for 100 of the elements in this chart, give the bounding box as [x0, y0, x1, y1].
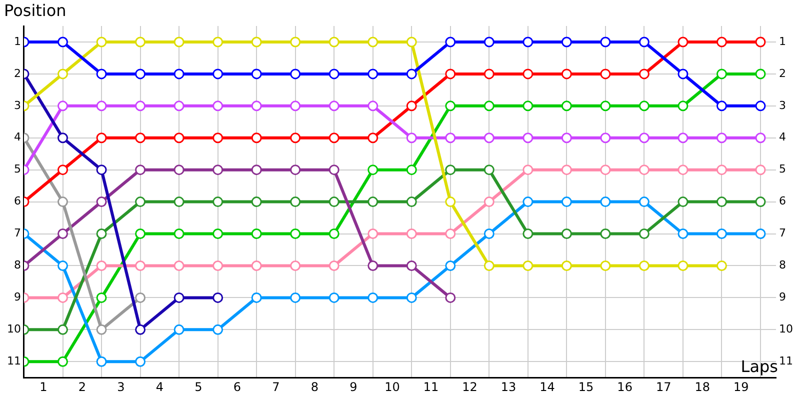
point [406, 228, 417, 240]
point [58, 196, 68, 208]
point [328, 164, 340, 176]
point [484, 164, 494, 176]
point [174, 36, 184, 48]
y-tick-label: 3 [14, 98, 21, 112]
point [174, 196, 184, 208]
point [135, 228, 146, 240]
point [716, 228, 727, 240]
point [561, 260, 572, 271]
y-tick-label: 9 [14, 290, 21, 304]
point [522, 196, 534, 208]
point [251, 132, 262, 144]
point [96, 68, 107, 80]
point [251, 68, 262, 80]
x-tick-label: 9 [350, 380, 358, 394]
point [678, 100, 688, 112]
point [678, 228, 688, 240]
y-tick-label: 1 [14, 34, 21, 48]
point [600, 132, 611, 144]
point [600, 100, 611, 112]
point [600, 196, 611, 208]
y2-tick-label: 8 [779, 258, 786, 272]
point [328, 36, 340, 48]
point [174, 260, 184, 271]
point [174, 68, 184, 80]
point [174, 100, 184, 112]
point [328, 196, 340, 208]
point [445, 228, 456, 240]
point [58, 292, 68, 303]
point [58, 100, 68, 112]
point [328, 132, 340, 144]
point [561, 228, 572, 240]
point [678, 68, 688, 80]
point [600, 68, 611, 80]
point [561, 196, 572, 208]
point [251, 36, 262, 48]
point [135, 292, 146, 303]
y2-tick-label: 5 [779, 162, 786, 176]
y-tick-label: 10 [6, 322, 21, 336]
point [96, 324, 107, 335]
point [716, 164, 727, 176]
point [96, 292, 107, 303]
point [484, 132, 494, 144]
point [328, 292, 340, 303]
x-tick-label: 13 [500, 380, 516, 394]
point [755, 68, 766, 80]
point [174, 132, 184, 144]
x-tick-label: 6 [233, 380, 242, 394]
y2-tick-label: 3 [779, 98, 786, 112]
point [96, 132, 107, 144]
point [638, 36, 650, 48]
point [600, 164, 611, 176]
point [406, 68, 417, 80]
x-tick-label: 15 [578, 380, 594, 394]
point [406, 132, 417, 144]
point [716, 100, 727, 112]
point [135, 36, 146, 48]
point [638, 100, 650, 112]
point [135, 260, 146, 271]
point [368, 100, 378, 112]
point [328, 100, 340, 112]
point [445, 292, 456, 303]
point [716, 68, 727, 80]
point [368, 132, 378, 144]
point [290, 36, 301, 48]
point [212, 100, 224, 112]
x-tick-label: 1 [40, 380, 48, 394]
y2-tick-label: 1 [779, 34, 786, 48]
point [406, 100, 417, 112]
point [174, 164, 184, 176]
point [406, 164, 417, 176]
point [368, 196, 378, 208]
point [212, 324, 224, 335]
point [755, 228, 766, 240]
point [251, 100, 262, 112]
y2-tick-label: 6 [779, 194, 786, 208]
y-axis-title: Position [4, 1, 66, 20]
y-tick-label: 11 [6, 354, 21, 368]
point [638, 228, 650, 240]
point [755, 100, 766, 112]
point [58, 356, 68, 367]
point [58, 324, 68, 335]
point [96, 228, 107, 240]
point [445, 132, 456, 144]
x-tick-label: 12 [462, 380, 478, 394]
point [135, 356, 146, 367]
point [251, 228, 262, 240]
point [638, 260, 650, 271]
point [290, 228, 301, 240]
y2-tick-label: 2 [779, 66, 786, 80]
point [522, 228, 534, 240]
point [96, 196, 107, 208]
point [484, 68, 494, 80]
point [561, 132, 572, 144]
point [368, 292, 378, 303]
point [716, 36, 727, 48]
y-tick-label: 6 [14, 194, 21, 208]
point [445, 100, 456, 112]
x-tick-label: 10 [384, 380, 400, 394]
